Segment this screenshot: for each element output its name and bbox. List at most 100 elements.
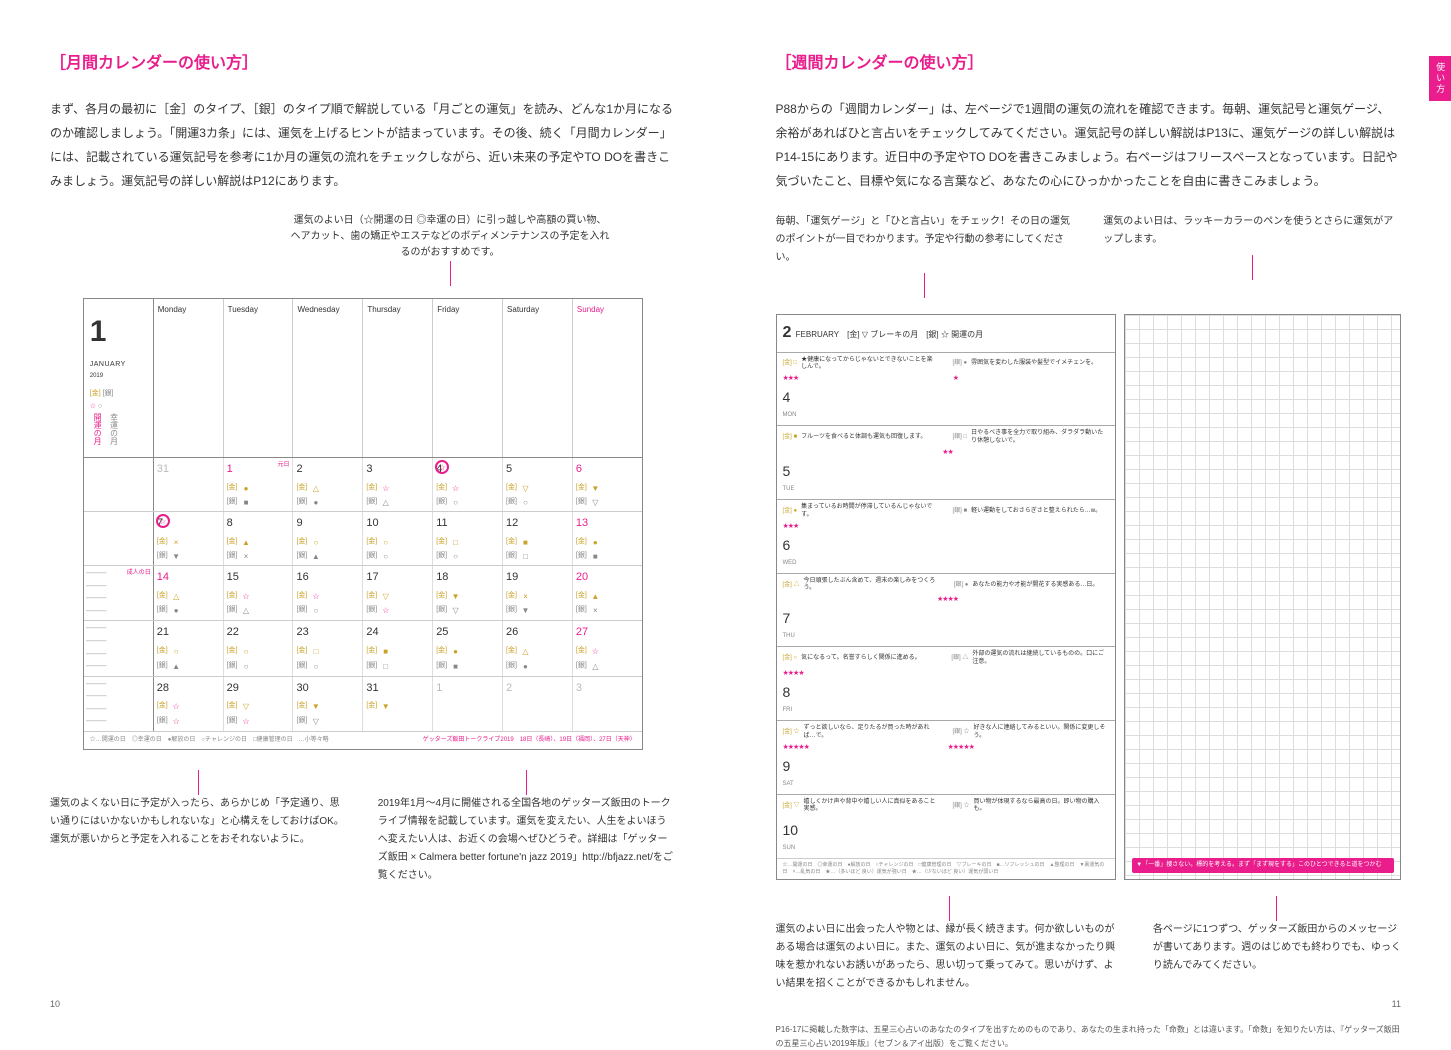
weekday-head: Sunday bbox=[573, 299, 642, 457]
symbol-row: [金]▽ bbox=[366, 590, 429, 603]
calendar-cell: 2[金]△[銀]● bbox=[293, 458, 363, 511]
calendar-cell: 26[金]△[銀]● bbox=[503, 621, 573, 675]
weekly-wrapper: 2 FEBRUARY [金] ▽ ブレーキの月 [銀] ☆ 開運の月 [金] □… bbox=[776, 314, 1402, 880]
bottom-right-text: 2019年1月〜4月に開催される全国各地のゲッターズ飯田のトークライブ情報を記載… bbox=[378, 798, 673, 881]
week-num: 2 bbox=[783, 324, 792, 341]
day-number: 9 bbox=[296, 514, 359, 534]
symbol-row: [銀]▽ bbox=[576, 496, 639, 509]
weekly-free-grid: ▼「一番」捜さない。標的を考える。まず「まず現をする」このひとつできると道をつか… bbox=[1124, 314, 1402, 880]
symbol-row: [銀]○ bbox=[296, 604, 359, 617]
top-callout: 運気のよい日（☆開運の日 ◎幸運の日）に引っ越しや高額の買い物、ヘアカット、歯の… bbox=[290, 213, 610, 286]
top-callout-text: 運気のよい日（☆開運の日 ◎幸運の日）に引っ越しや高額の買い物、ヘアカット、歯の… bbox=[291, 215, 610, 258]
day-number: 3 bbox=[576, 679, 639, 699]
symbol-row: [金]● bbox=[436, 645, 499, 658]
calendar-cell: 16 [金]☆[銀]○ bbox=[293, 566, 363, 620]
calendar-cell: 14[金]△[銀]● bbox=[154, 566, 224, 620]
weekly-stars-row: ★★★★ bbox=[783, 669, 1109, 678]
symbol-row: [金]☆ bbox=[157, 700, 220, 713]
weekly-calendar: 2 FEBRUARY [金] ▽ ブレーキの月 [銀] ☆ 開運の月 [金] □… bbox=[776, 314, 1116, 880]
weekly-fortune-row: [金] □★健康になってからじゃないとできないことを楽しんで。[銀] ●雰囲気を… bbox=[783, 357, 1109, 373]
calendar-legend: ☆…開運の日 ◎幸運の日 ●解放の日 ○チャレンジの日 □健康管理の日 …小等々… bbox=[84, 731, 642, 749]
right-page: ［週間カレンダーの使い方］ P88からの「週間カレンダー」は、左ページで1週間の… bbox=[726, 0, 1451, 1032]
calendar-cell: 31 bbox=[154, 458, 224, 511]
upper-right-col: 運気のよい日は、ラッキーカラーのペンを使うとさらに運気がアップします。 bbox=[1103, 213, 1401, 298]
calendar-cell: 1 bbox=[433, 677, 503, 731]
symbol-row: [銀]■ bbox=[576, 550, 639, 563]
line-icon bbox=[1276, 896, 1277, 921]
callout-line-icon bbox=[450, 261, 451, 286]
right-bottom-left-text: 運気のよい日に出会った人や物とは、縁が長く続きます。何か欲しいものがある場合は運… bbox=[776, 924, 1116, 989]
message-strip: ▼「一番」捜さない。標的を考える。まず「まず現をする」このひとつできると道をつか… bbox=[1132, 858, 1394, 873]
weekday-head: Wednesday bbox=[293, 299, 363, 457]
symbol-row: [銀]● bbox=[506, 660, 569, 673]
weekly-day-cell: [金] △今日頑張したぶん含めて、週末の楽しみをつくろう。[銀] ●あなたの能力… bbox=[777, 574, 1115, 648]
day-number: 16 bbox=[296, 568, 359, 588]
symbol-row: [金]☆ bbox=[296, 590, 359, 603]
weekday-head: Monday bbox=[154, 299, 224, 457]
symbol-row: [銀]● bbox=[157, 604, 220, 617]
weekly-day-cell: [金] ▽嬉しくかけ声や背中や嬉しい人に真似をあること実感。[銀] ☆買い物が体… bbox=[777, 795, 1115, 859]
symbol-row: [金]× bbox=[506, 590, 569, 603]
symbol-row: [金]☆ bbox=[227, 590, 290, 603]
calendar-side-cell: ----------------------------------------… bbox=[84, 677, 154, 731]
side-silver-text: 幸運の月 bbox=[106, 413, 120, 445]
symbol-row: [金]▼ bbox=[296, 700, 359, 713]
day-number: 15 bbox=[227, 568, 290, 588]
upper-callouts: 毎朝、「運気ゲージ」と「ひと言占い」をチェック！その日の運気のポイントが一目でわ… bbox=[776, 213, 1402, 298]
day-number: 27 bbox=[576, 623, 639, 643]
day-number: 20 bbox=[576, 568, 639, 588]
symbol-row: [金]× bbox=[157, 536, 220, 549]
symbol-row: [銀]△ bbox=[576, 660, 639, 673]
calendar-body: 311元日[金]●[銀]■2[金]△[銀]●3[金]☆[銀]△4[金]☆[銀]○… bbox=[84, 458, 642, 731]
calendar-side-cell: ----------------------------------------… bbox=[84, 566, 154, 620]
symbol-row: [銀]▼ bbox=[506, 604, 569, 617]
calendar-cell: 28[金]☆[銀]☆ bbox=[154, 677, 224, 731]
weekday-head: Thursday bbox=[363, 299, 433, 457]
symbol-row: [金]▼ bbox=[366, 700, 429, 713]
weekly-legend: ☆…開運の日 ◎幸運の日 ●解放の日 ○チャレンジの日 □健康管理の日 ▽ブレー… bbox=[777, 858, 1115, 879]
symbol-row: [金]○ bbox=[296, 536, 359, 549]
upper-right-text: 運気のよい日は、ラッキーカラーのペンを使うとさらに運気がアップします。 bbox=[1103, 216, 1393, 245]
bottom-left-col: 運気のよくない日に予定が入ったら、あらかじめ「予定通り、思い通りにはいかないかも… bbox=[50, 770, 348, 885]
tour-info: ゲッターズ飯田トークライブ2019 18日（長崎）、19日（福岡）、27日（天神… bbox=[423, 735, 636, 746]
day-number: 25 bbox=[436, 623, 499, 643]
symbol-row: [金]☆ bbox=[436, 482, 499, 495]
symbol-row: [金]△ bbox=[506, 645, 569, 658]
weekly-fortune-row: [金] ☆ずっと欲しいなら、足りたるが買った時があれば…で。[銀] ☆好きな人に… bbox=[783, 725, 1109, 741]
weekly-day-number: 6WED bbox=[783, 533, 1109, 569]
calendar-cell: 31[金]▼ bbox=[363, 677, 433, 731]
weekly-day-number: 9SAT bbox=[783, 754, 1109, 790]
side-silver-tag: [銀] bbox=[103, 390, 114, 397]
calendar-cell: 4[金]☆[銀]○☆ bbox=[433, 458, 503, 511]
calendar-cell: 22[金]○[銀]○ bbox=[224, 621, 294, 675]
symbol-row: [金]■ bbox=[366, 645, 429, 658]
day-number: 8 bbox=[227, 514, 290, 534]
calendar-row: ----------------------------------------… bbox=[84, 621, 642, 676]
symbol-row: [銀]○ bbox=[366, 550, 429, 563]
weekday-head: Tuesday bbox=[224, 299, 294, 457]
calendar-side-cell bbox=[84, 458, 154, 511]
right-bottom-left: 運気のよい日に出会った人や物とは、縁が長く続きます。何か欲しいものがある場合は運… bbox=[776, 896, 1123, 993]
month-column: 1 JANUARY 2019 [金] [銀] ☆ ○ 開運の月 幸運の月 bbox=[84, 299, 154, 457]
day-number: 28 bbox=[157, 679, 220, 699]
calendar-cell: 20[金]▲[銀]× bbox=[573, 566, 642, 620]
weekly-day-cell: [金] □★健康になってからじゃないとできないことを楽しんで。[銀] ●雰囲気を… bbox=[777, 353, 1115, 427]
symbol-row: [金]○ bbox=[157, 645, 220, 658]
symbol-row: [金]▼ bbox=[436, 590, 499, 603]
calendar-cell: 3 bbox=[573, 677, 642, 731]
symbol-row: [銀]● bbox=[296, 496, 359, 509]
line-icon bbox=[526, 770, 527, 795]
calendar-cell: 24[金]■[銀]□ bbox=[363, 621, 433, 675]
right-heading: ［週間カレンダーの使い方］ bbox=[776, 50, 1402, 79]
day-number: 11 bbox=[436, 514, 499, 534]
symbol-row: [金]☆ bbox=[366, 482, 429, 495]
day-number: 1 bbox=[436, 679, 499, 699]
calendar-cell: 11[金]□[銀]○ bbox=[433, 512, 503, 565]
day-number: 29 bbox=[227, 679, 290, 699]
side-tab: 使い方 bbox=[1429, 56, 1451, 101]
symbol-row: [銀]× bbox=[227, 550, 290, 563]
calendar-side-cell bbox=[84, 512, 154, 565]
symbol-row: [銀]■ bbox=[436, 660, 499, 673]
left-body: まず、各月の最初に［金］のタイプ、［銀］のタイプ順で解説している「月ごとの運気」… bbox=[50, 97, 676, 193]
symbol-row: [金]▼ bbox=[576, 482, 639, 495]
